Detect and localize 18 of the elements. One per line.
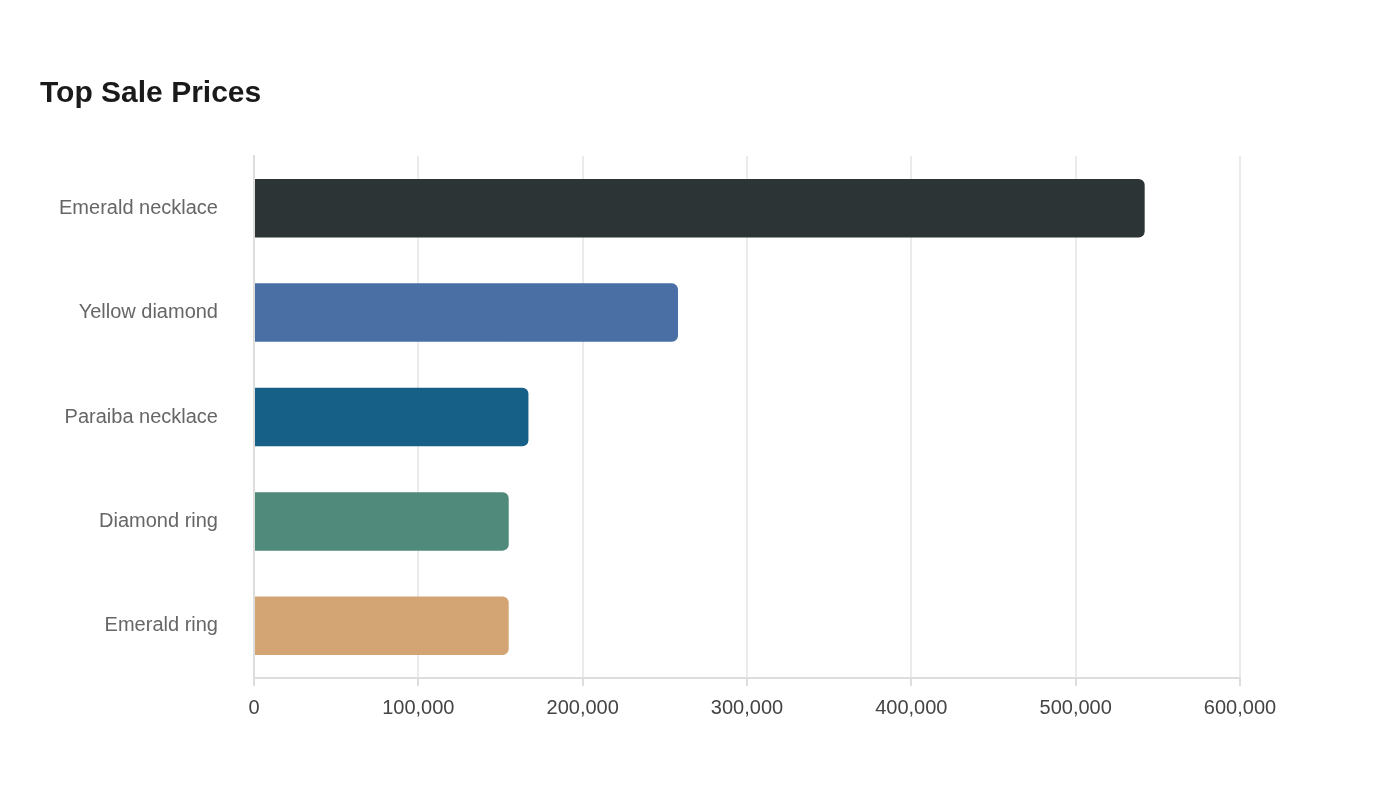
x-tick-label: 300,000	[710, 695, 784, 718]
x-tick-label: 100,000	[382, 695, 455, 718]
y-tick-label: Emerald ring	[104, 613, 218, 636]
x-tick-label: 200,000	[546, 695, 619, 718]
y-tick-label: Diamond ring	[99, 508, 218, 531]
chart-title: Top Sale Prices	[40, 75, 262, 109]
x-tick-label: 600,000	[1203, 695, 1277, 718]
bar	[255, 178, 1145, 238]
y-tick-label: Yellow diamond	[78, 300, 218, 323]
bar	[255, 387, 529, 447]
y-tick-label: Emerald necklace	[59, 195, 218, 218]
y-tick-label: Paraiba necklace	[64, 404, 218, 427]
bar	[255, 283, 678, 342]
bar	[255, 492, 509, 551]
x-tick-label: 0	[248, 695, 260, 718]
x-tick-label: 400,000	[875, 695, 948, 718]
bar	[255, 596, 509, 656]
x-tick-label: 500,000	[1039, 695, 1112, 718]
